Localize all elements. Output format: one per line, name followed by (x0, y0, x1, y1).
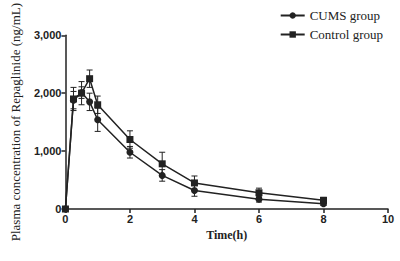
svg-text:10: 10 (382, 213, 394, 225)
svg-text:1,000: 1,000 (34, 145, 62, 157)
svg-text:Plasma concentration of Repagl: Plasma concentration of Repaglinide (ng/… (8, 3, 23, 241)
svg-text:8: 8 (320, 213, 326, 225)
svg-text:3,000: 3,000 (34, 29, 62, 41)
svg-text:0: 0 (62, 213, 68, 225)
svg-text:6: 6 (256, 213, 262, 225)
svg-text:CUMS group: CUMS group (310, 8, 380, 23)
svg-text:2,000: 2,000 (34, 87, 62, 99)
svg-text:2: 2 (127, 213, 133, 225)
svg-text:0: 0 (55, 203, 61, 215)
svg-text:4: 4 (191, 213, 198, 225)
svg-text:Control group: Control group (310, 27, 383, 42)
svg-text:Time(h): Time(h) (206, 228, 247, 242)
